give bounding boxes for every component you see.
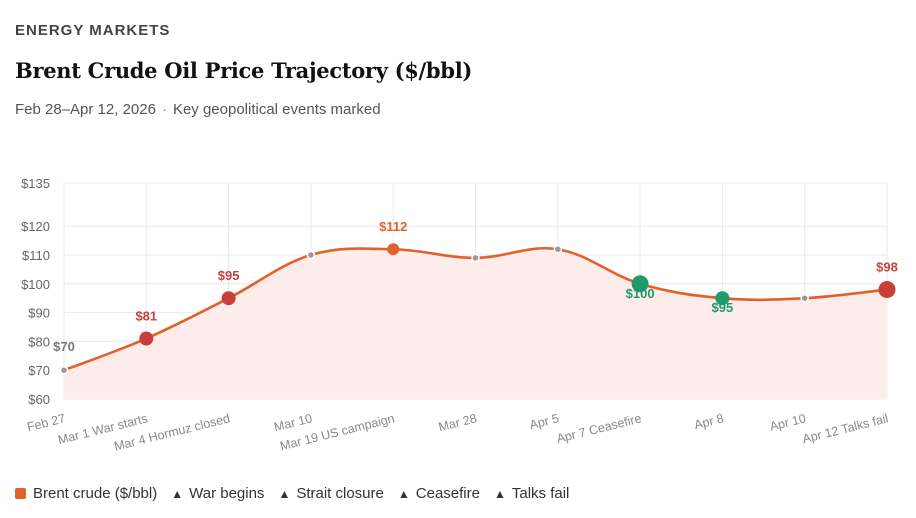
legend-label: Ceasefire xyxy=(415,485,480,502)
data-point xyxy=(221,291,236,306)
legend-label: Brent crude ($/bbl) xyxy=(33,485,158,502)
x-tick-label: Apr 7 Ceasefire xyxy=(555,411,643,446)
legend-label: Strait closure xyxy=(296,485,384,502)
data-point xyxy=(553,244,563,254)
y-tick-label: $120 xyxy=(21,219,50,234)
legend-label: Talks fail xyxy=(511,485,570,502)
legend-item-brent: Brent crude ($/bbl) xyxy=(15,485,157,502)
triangle-icon: ▲ xyxy=(397,486,410,501)
subtitle-note: Key geopolitical events marked xyxy=(172,101,381,118)
y-tick-label: $80 xyxy=(28,334,50,349)
data-point xyxy=(139,331,154,346)
area-fill xyxy=(64,248,887,399)
legend-item-ceasefire: ▲ Ceasefire xyxy=(398,485,480,502)
data-point xyxy=(631,275,649,293)
x-tick-label: Feb 27 xyxy=(26,411,67,434)
x-tick-label: Apr 5 xyxy=(528,411,560,432)
y-tick-label: $60 xyxy=(28,392,50,407)
data-point xyxy=(306,250,316,260)
chart-title: Brent Crude Oil Price Trajectory ($/bbl) xyxy=(15,58,473,83)
y-tick-label: $110 xyxy=(22,248,50,263)
triangle-icon: ▲ xyxy=(171,486,184,501)
y-tick-label: $100 xyxy=(21,277,50,292)
data-label: $100 xyxy=(626,286,655,301)
x-tick-label: Mar 10 xyxy=(272,411,313,434)
triangle-icon: ▲ xyxy=(493,486,506,501)
data-label: $98 xyxy=(876,260,898,275)
legend-label: War begins xyxy=(189,485,265,502)
data-point xyxy=(387,243,400,256)
chart-legend: Brent crude ($/bbl) ▲ War begins ▲ Strai… xyxy=(15,485,583,502)
x-tick-label: Apr 10 xyxy=(768,411,807,434)
data-point xyxy=(800,293,809,303)
section-eyebrow: ENERGY MARKETS xyxy=(15,22,171,39)
subtitle-separator: · xyxy=(161,101,167,118)
chart-subtitle: Feb 28–Apr 12, 2026 · Key geopolitical eve… xyxy=(15,101,381,118)
y-tick-label: $135 xyxy=(21,176,50,191)
x-tick-label: Mar 28 xyxy=(437,411,478,434)
legend-swatch xyxy=(15,488,26,499)
triangle-icon: ▲ xyxy=(278,486,291,501)
legend-item-war: ▲ War begins xyxy=(171,485,264,502)
data-label: $95 xyxy=(218,268,240,283)
y-tick-label: $90 xyxy=(28,306,50,321)
data-label: $112 xyxy=(379,219,407,234)
data-point xyxy=(878,281,896,299)
x-tick-label: Apr 8 xyxy=(693,411,725,432)
data-label: $95 xyxy=(712,300,734,315)
legend-item-strait: ▲ Strait closure xyxy=(278,485,383,502)
data-label: $70 xyxy=(53,339,75,354)
x-tick-label: Apr 12 Talks fail xyxy=(801,411,890,446)
legend-item-talks: ▲ Talks fail xyxy=(494,485,569,502)
data-point xyxy=(471,253,480,263)
data-point xyxy=(59,365,69,375)
data-label: $81 xyxy=(135,309,157,324)
y-tick-label: $70 xyxy=(28,363,50,378)
data-point xyxy=(715,291,730,306)
subtitle-dates: Feb 28–Apr 12, 2026 xyxy=(15,101,156,118)
